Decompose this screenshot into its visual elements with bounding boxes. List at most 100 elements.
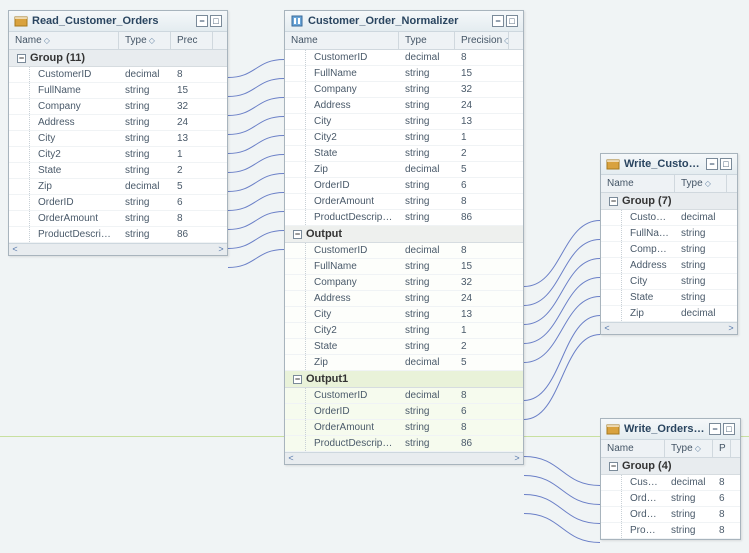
field-precision: 2 xyxy=(455,339,509,354)
column-header-cell[interactable]: Type◇ xyxy=(675,175,727,192)
collapse-toggle-icon[interactable]: − xyxy=(609,197,618,206)
field-type: string xyxy=(675,226,727,241)
scroll-right-icon[interactable]: > xyxy=(511,453,523,464)
field-row[interactable]: FullNamestring15 xyxy=(9,83,227,99)
field-row[interactable]: ProductDescriptionstring86 xyxy=(285,436,523,452)
field-row[interactable]: OrderAm...string8 xyxy=(601,507,740,523)
scroll-right-icon[interactable]: > xyxy=(215,244,227,255)
field-row[interactable]: CustomerIDdecimal8 xyxy=(9,67,227,83)
field-row[interactable]: ProductDescriptionstring86 xyxy=(9,227,227,243)
field-row[interactable]: ProductDescriptionstring86 xyxy=(285,210,523,226)
field-row[interactable]: OrderAmountstring8 xyxy=(9,211,227,227)
scroll-track[interactable] xyxy=(297,453,511,464)
field-row[interactable]: Zipdecimal5 xyxy=(285,162,523,178)
field-row[interactable]: Addressstring24 xyxy=(9,115,227,131)
output-group-row[interactable]: −Output xyxy=(285,226,523,243)
column-header-cell[interactable]: Name xyxy=(601,440,665,457)
normalizer-icon xyxy=(290,14,304,28)
minimize-button[interactable]: − xyxy=(492,15,504,27)
h-scrollbar[interactable]: < > xyxy=(285,452,523,464)
scroll-left-icon[interactable]: < xyxy=(9,244,21,255)
collapse-toggle-icon[interactable]: − xyxy=(17,54,26,63)
h-scrollbar[interactable]: < > xyxy=(601,322,737,334)
maximize-button[interactable]: □ xyxy=(210,15,222,27)
column-header-row: NameType◇ xyxy=(601,175,737,193)
field-row[interactable]: OrderIDstring6 xyxy=(285,404,523,420)
field-row[interactable]: Companystring32 xyxy=(9,99,227,115)
field-row[interactable]: FullNamestring xyxy=(601,226,737,242)
field-row[interactable]: Statestring2 xyxy=(9,163,227,179)
output1-group-row[interactable]: −Output1 xyxy=(285,371,523,388)
field-row[interactable]: Zipdecimal5 xyxy=(285,355,523,371)
column-header-cell[interactable]: Precision◇ xyxy=(455,32,509,49)
field-row[interactable]: OrderIDstring6 xyxy=(285,178,523,194)
group-row[interactable]: −Group (7) xyxy=(601,193,737,210)
field-row[interactable]: CustomerIDdecimal8 xyxy=(285,388,523,404)
field-row[interactable]: Statestring2 xyxy=(285,146,523,162)
scroll-right-icon[interactable]: > xyxy=(725,323,737,334)
column-header-cell[interactable]: Type◇ xyxy=(665,440,713,457)
maximize-button[interactable]: □ xyxy=(720,158,732,170)
panel-title-bar[interactable]: Read_Customer_Orders − □ xyxy=(9,11,227,32)
field-row[interactable]: OrderIDstring6 xyxy=(9,195,227,211)
field-row[interactable]: Statestring xyxy=(601,290,737,306)
column-header-cell[interactable]: Name xyxy=(601,175,675,192)
field-row[interactable]: Citystring13 xyxy=(9,131,227,147)
field-type: decimal xyxy=(399,388,455,403)
field-row[interactable]: CustomerIDdecimal8 xyxy=(285,50,523,66)
field-row[interactable]: Addressstring24 xyxy=(285,98,523,114)
field-precision: 24 xyxy=(171,115,213,130)
field-row[interactable]: CustomerIDdecimal xyxy=(601,210,737,226)
field-row[interactable]: OrderAmountstring8 xyxy=(285,420,523,436)
field-row[interactable]: Zipdecimal5 xyxy=(9,179,227,195)
field-name: OrderAmount xyxy=(29,211,119,226)
field-type: string xyxy=(399,114,455,129)
scroll-left-icon[interactable]: < xyxy=(601,323,613,334)
field-row[interactable]: City2string1 xyxy=(9,147,227,163)
sort-indicator-icon: ◇ xyxy=(44,36,50,45)
column-header-cell[interactable]: Type xyxy=(399,32,455,49)
port xyxy=(285,82,291,97)
field-row[interactable]: FullNamestring15 xyxy=(285,259,523,275)
scroll-left-icon[interactable]: < xyxy=(285,453,297,464)
group-row[interactable]: −Group (4) xyxy=(601,458,740,475)
column-header-cell[interactable]: Name◇ xyxy=(9,32,119,49)
column-header-cell[interactable]: Prec xyxy=(171,32,213,49)
collapse-toggle-icon[interactable]: − xyxy=(609,462,618,471)
scroll-track[interactable] xyxy=(21,244,215,255)
field-row[interactable]: Zipdecimal xyxy=(601,306,737,322)
column-header-cell[interactable]: Type◇ xyxy=(119,32,171,49)
field-row[interactable]: OrderAmountstring8 xyxy=(285,194,523,210)
panel-title-bar[interactable]: Write_Orders_Target − □ xyxy=(601,419,740,440)
maximize-button[interactable]: □ xyxy=(723,423,735,435)
scroll-track[interactable] xyxy=(613,323,725,334)
column-header-cell[interactable]: P xyxy=(713,440,731,457)
field-row[interactable]: Companystring32 xyxy=(285,82,523,98)
minimize-button[interactable]: − xyxy=(196,15,208,27)
column-header-cell[interactable]: Name xyxy=(285,32,399,49)
maximize-button[interactable]: □ xyxy=(506,15,518,27)
field-row[interactable]: ProductD...string8 xyxy=(601,523,740,539)
panel-title-bar[interactable]: Write_Customer... − □ xyxy=(601,154,737,175)
field-row[interactable]: Addressstring24 xyxy=(285,291,523,307)
field-row[interactable]: OrderIDstring6 xyxy=(601,491,740,507)
field-row[interactable]: Citystring13 xyxy=(285,307,523,323)
field-row[interactable]: Companystring xyxy=(601,242,737,258)
minimize-button[interactable]: − xyxy=(709,423,721,435)
field-row[interactable]: CustomerIDdecimal8 xyxy=(285,243,523,259)
field-row[interactable]: Citystring13 xyxy=(285,114,523,130)
field-row[interactable]: CustomerIDdecimal8 xyxy=(601,475,740,491)
field-row[interactable]: City2string1 xyxy=(285,130,523,146)
field-row[interactable]: Companystring32 xyxy=(285,275,523,291)
field-row[interactable]: FullNamestring15 xyxy=(285,66,523,82)
group-row[interactable]: −Group (11) xyxy=(9,50,227,67)
panel-title-bar[interactable]: Customer_Order_Normalizer − □ xyxy=(285,11,523,32)
field-row[interactable]: City2string1 xyxy=(285,323,523,339)
collapse-toggle-icon[interactable]: − xyxy=(293,375,302,384)
h-scrollbar[interactable]: < > xyxy=(9,243,227,255)
field-row[interactable]: Citystring xyxy=(601,274,737,290)
collapse-toggle-icon[interactable]: − xyxy=(293,230,302,239)
field-row[interactable]: Addressstring xyxy=(601,258,737,274)
field-row[interactable]: Statestring2 xyxy=(285,339,523,355)
minimize-button[interactable]: − xyxy=(706,158,718,170)
